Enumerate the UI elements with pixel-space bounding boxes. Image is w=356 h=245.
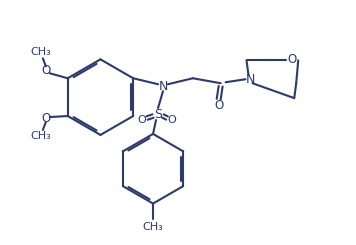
Text: CH₃: CH₃ — [31, 47, 51, 57]
Text: O: O — [41, 64, 51, 77]
Text: O: O — [168, 115, 176, 125]
Text: CH₃: CH₃ — [143, 222, 163, 233]
Text: O: O — [288, 53, 297, 66]
Text: CH₃: CH₃ — [31, 131, 51, 141]
Text: O: O — [41, 111, 51, 124]
Text: N: N — [158, 80, 168, 93]
Text: O: O — [214, 98, 223, 112]
Text: N: N — [246, 73, 255, 86]
Text: O: O — [138, 115, 146, 125]
Text: S: S — [154, 108, 162, 121]
